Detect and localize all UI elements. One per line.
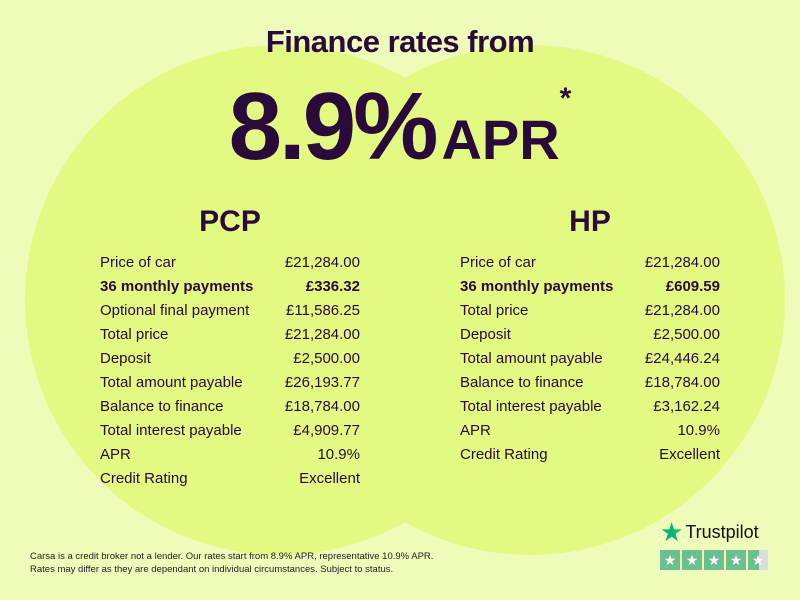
disclaimer-line: Rates may differ as they are dependant o… (30, 564, 394, 575)
row-value: £4,909.77 (293, 422, 360, 439)
table-row: Price of car £21,284.00 (460, 251, 720, 275)
row-value: £2,500.00 (653, 326, 720, 343)
row-value: £3,162.24 (653, 398, 720, 415)
decorative-circle-right (275, 45, 785, 555)
table-row: Total price £21,284.00 (100, 323, 360, 347)
rating-star-icon: ★ (704, 550, 724, 570)
row-label: Price of car (460, 254, 536, 271)
row-label: Price of car (100, 254, 176, 271)
row-label: Balance to finance (100, 398, 224, 415)
row-label: Total interest payable (460, 398, 602, 415)
rate-value: 8.9% (228, 73, 439, 180)
row-value: £21,284.00 (644, 302, 720, 319)
rating-star-icon: ★ (682, 550, 702, 570)
table-row: 36 monthly payments £336.32 (100, 275, 360, 299)
table-row: Total amount payable £24,446.24 (460, 347, 720, 371)
table-row: APR 10.9% (100, 443, 360, 467)
row-value: £21,284.00 (644, 254, 720, 271)
rating-star-icon: ★ (748, 550, 768, 570)
row-value: £609.59 (665, 278, 720, 295)
disclaimer-line: Carsa is a credit broker not a lender. O… (30, 551, 434, 562)
trustpilot-badge: ★ Trustpilot ★ ★ ★ ★ ★ (660, 517, 768, 570)
row-value: £336.32 (305, 278, 360, 295)
table-row: Price of car £21,284.00 (100, 251, 360, 275)
table-row: Total price £21,284.00 (460, 299, 720, 323)
row-value: 10.9% (677, 422, 720, 439)
row-label: Optional final payment (100, 302, 250, 319)
row-label: Total amount payable (100, 374, 243, 391)
row-label: Total price (100, 326, 169, 343)
table-row: APR 10.9% (460, 419, 720, 443)
row-label: Deposit (460, 326, 511, 343)
table-row: Balance to finance £18,784.00 (460, 371, 720, 395)
row-value: £2,500.00 (293, 350, 360, 367)
row-value: £26,193.77 (284, 374, 360, 391)
table-row: Deposit £2,500.00 (100, 347, 360, 371)
table-row: Total interest payable £4,909.77 (100, 419, 360, 443)
row-label: Balance to finance (460, 374, 584, 391)
table-row: Deposit £2,500.00 (460, 323, 720, 347)
hp-table: HP Price of car £21,284.00 36 monthly paym… (460, 205, 720, 467)
row-label: Credit Rating (100, 470, 188, 487)
row-value: £21,284.00 (284, 254, 360, 271)
asterisk: * (559, 82, 572, 115)
row-label: APR (460, 422, 491, 439)
row-value: 10.9% (317, 446, 360, 463)
star-icon: ★ (660, 517, 684, 547)
row-label: Credit Rating (460, 446, 548, 463)
row-label: Deposit (100, 350, 151, 367)
row-value: £24,446.24 (644, 350, 720, 367)
rating-star-icon: ★ (660, 550, 680, 570)
table-row: 36 monthly payments £609.59 (460, 275, 720, 299)
row-value: Excellent (659, 446, 720, 463)
rating-star-icon: ★ (726, 550, 746, 570)
row-label: APR (100, 446, 131, 463)
pcp-table: PCP Price of car £21,284.00 36 monthly pay… (100, 205, 360, 491)
row-value: £18,784.00 (644, 374, 720, 391)
trustpilot-rating: ★ ★ ★ ★ ★ (660, 550, 768, 570)
row-label: 36 monthly payments (460, 278, 614, 295)
row-value: £18,784.00 (284, 398, 360, 415)
row-value: £11,586.25 (286, 302, 360, 319)
row-value: £21,284.00 (284, 326, 360, 343)
rate-display: 8.9% APR* (0, 72, 800, 182)
trustpilot-name: Trustpilot (685, 522, 759, 542)
disclaimer: Carsa is a credit broker not a lender. O… (30, 550, 433, 576)
row-label: 36 monthly payments (100, 278, 254, 295)
table-row: Balance to finance £18,784.00 (100, 395, 360, 419)
hp-title: HP (569, 205, 611, 238)
row-label: Total interest payable (100, 422, 242, 439)
headline: Finance rates from (265, 24, 535, 59)
row-value: Excellent (299, 470, 360, 487)
table-row: Total amount payable £26,193.77 (100, 371, 360, 395)
apr-label: APR (441, 108, 560, 171)
row-label: Total amount payable (460, 350, 603, 367)
table-row: Optional final payment £11,586.25 (100, 299, 360, 323)
table-row: Total interest payable £3,162.24 (460, 395, 720, 419)
row-label: Total price (460, 302, 529, 319)
table-row: Credit Rating Excellent (100, 467, 360, 491)
pcp-title: PCP (199, 205, 261, 238)
table-row: Credit Rating Excellent (460, 443, 720, 467)
